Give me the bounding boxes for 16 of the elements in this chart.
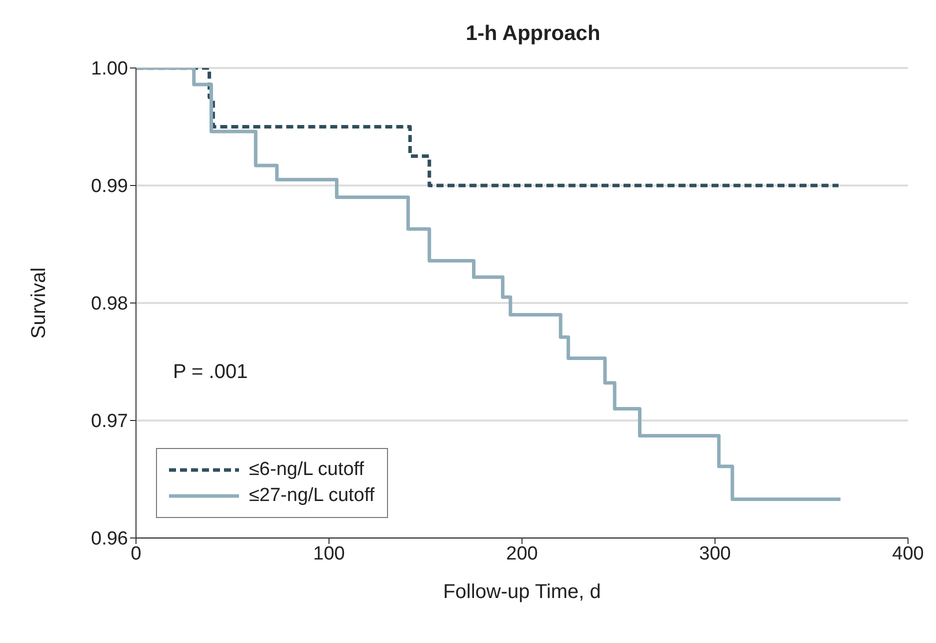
x-tick-label: 300: [699, 543, 731, 564]
annotation: P = .001: [173, 361, 248, 383]
y-tick-label: 1.00: [91, 58, 128, 80]
legend-label: ≤6-ng/L cutoff: [249, 459, 364, 481]
y-tick-label: 0.98: [91, 294, 128, 315]
legend-label: ≤27-ng/L cutoff: [249, 485, 375, 507]
x-tick-label: 0: [130, 543, 142, 564]
chart-title: 1-h Approach: [466, 22, 600, 45]
x-tick-label: 100: [313, 543, 345, 564]
y-tick-label: 0.96: [91, 528, 128, 550]
y-tick-label: 0.99: [91, 176, 128, 198]
x-axis-title: Follow-up Time, d: [443, 581, 601, 603]
y-axis-title: Survival: [28, 267, 50, 339]
x-tick-label: 400: [892, 543, 924, 564]
y-tick-label: 0.97: [91, 411, 128, 432]
x-tick-label: 200: [506, 543, 538, 564]
